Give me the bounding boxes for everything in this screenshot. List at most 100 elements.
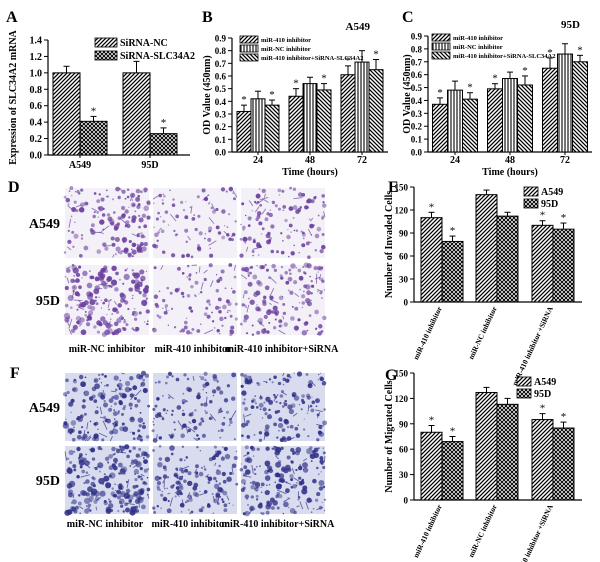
micrograph-f-cell — [128, 402, 133, 407]
micrograph-d-cell — [261, 188, 266, 194]
micrograph-d-cell — [146, 200, 151, 205]
micrograph-f-cell — [270, 506, 275, 510]
micrograph-f-cell — [100, 382, 103, 384]
micrograph-f-cell — [176, 480, 181, 485]
chart-b-bar — [264, 104, 280, 153]
micrograph-f-cell — [252, 455, 255, 457]
micrograph-f-cell — [268, 399, 274, 405]
micrograph-d-cell-process — [120, 218, 127, 225]
micrograph-d-cell — [286, 234, 291, 240]
micrograph-d-cell-process — [294, 293, 300, 298]
micrograph-f-cell — [235, 450, 238, 453]
micrograph-f-cell — [173, 428, 176, 431]
micrograph-f-cell — [189, 512, 192, 515]
micrograph-d-cell — [233, 275, 237, 279]
micrograph-f-cell-process — [131, 431, 136, 435]
micrograph-d-cell — [228, 187, 233, 192]
micrograph-f-cell — [171, 375, 174, 378]
micrograph-f-cell — [98, 477, 105, 485]
micrograph-d-cell — [130, 248, 133, 251]
micrograph-d-cell — [139, 269, 145, 275]
micrograph-d-tile — [152, 263, 238, 337]
micrograph-f-cell — [79, 414, 84, 419]
chart-c: 0.00.10.20.30.40.50.60.70.80.9OD Value (… — [402, 19, 592, 178]
micrograph-d-cell — [154, 232, 159, 238]
micrograph-d-cell — [269, 295, 274, 300]
micrograph-f-cell — [265, 510, 270, 515]
micrograph-f-cell — [104, 419, 108, 423]
micrograph-f-cell — [279, 394, 284, 398]
micrograph-d-cell — [288, 223, 293, 228]
micrograph-d-cell — [135, 188, 141, 194]
micrograph-f-cell — [203, 468, 207, 471]
micrograph-d-cell — [186, 294, 191, 298]
micrograph-f-cell — [266, 484, 268, 486]
micrograph-f-cell — [289, 424, 294, 429]
micrograph-f-cell — [156, 481, 162, 486]
micrograph-f-cell-process — [156, 412, 164, 419]
micrograph-f-cell — [69, 432, 72, 435]
micrograph-d-cell — [243, 266, 250, 273]
micrograph-f-cell — [158, 436, 163, 440]
micrograph-d-cell — [127, 253, 132, 258]
micrograph-f-cell — [317, 447, 320, 450]
micrograph-f-cell — [124, 380, 131, 387]
micrograph-f-cell — [81, 469, 86, 474]
micrograph-f-cell — [258, 465, 261, 468]
micrograph-f-cell — [205, 411, 208, 415]
micrograph-f-cell-process — [230, 410, 237, 419]
micrograph-f-cell — [65, 378, 69, 383]
micrograph-f-cell — [125, 507, 130, 513]
micrograph-f-cell — [147, 468, 150, 471]
micrograph-f-cell — [250, 445, 254, 450]
micrograph-f-cell — [278, 494, 283, 499]
micrograph-d-cell-process — [86, 317, 91, 322]
micrograph-d-cell — [185, 240, 188, 243]
micrograph-d-cell — [95, 302, 99, 306]
panel-letter-g: G — [385, 367, 398, 384]
micrograph-f-cell — [318, 486, 324, 491]
micrograph-f-cell-process — [98, 432, 108, 438]
micrograph-d-cell — [198, 293, 200, 295]
micrograph-f-cell — [273, 446, 278, 451]
micrograph-f-cell — [250, 485, 255, 490]
micrograph-d-cell — [204, 233, 206, 235]
micrograph-d-cell — [105, 189, 108, 192]
micrograph-f-cell — [118, 400, 123, 404]
chart-e-bar — [420, 217, 443, 303]
micrograph-d-cell — [135, 326, 137, 329]
chart-b-significance-mark: * — [321, 73, 327, 85]
micrograph-d-cell — [164, 304, 169, 308]
micrograph-f-cell — [73, 450, 76, 453]
micrograph-f-cell — [183, 479, 187, 483]
micrograph-d-cell — [117, 216, 122, 220]
micrograph-d-cell-process — [245, 246, 249, 252]
micrograph-f-cell — [309, 453, 316, 460]
micrograph-f-cell — [258, 431, 263, 435]
micrograph-f-cell-process — [302, 458, 308, 462]
micrograph-d-cell — [306, 263, 312, 269]
micrograph-f-cell — [121, 412, 124, 416]
micrograph-f-cell-process — [231, 467, 234, 475]
chart-g-category-label: miR-NC inhibitor — [466, 502, 499, 558]
micrograph-d-cell — [110, 279, 118, 286]
micrograph-f-cell — [121, 422, 125, 426]
micrograph-f-cell — [222, 500, 225, 503]
micrograph-d-cell — [70, 194, 73, 197]
chart-a-y-tick-label: 0.0 — [30, 151, 43, 162]
micrograph-f-cell — [290, 447, 295, 453]
micrograph-f-cell — [113, 418, 116, 420]
micrograph-d-cell — [247, 281, 253, 287]
micrograph-d-cell — [256, 280, 261, 285]
micrograph-f-cell — [88, 448, 91, 451]
micrograph-d-cell — [290, 231, 292, 233]
micrograph-d-cell — [131, 249, 137, 255]
micrograph-d-cell — [199, 323, 202, 326]
micrograph-d-cell — [292, 205, 298, 211]
micrograph-f-cell — [193, 425, 198, 431]
micrograph-d-cell — [99, 276, 105, 282]
micrograph-f-cell — [140, 475, 143, 478]
micrograph-f-cell-process — [263, 434, 266, 440]
micrograph-f-cell — [221, 471, 226, 477]
micrograph-f-cell — [152, 506, 156, 510]
